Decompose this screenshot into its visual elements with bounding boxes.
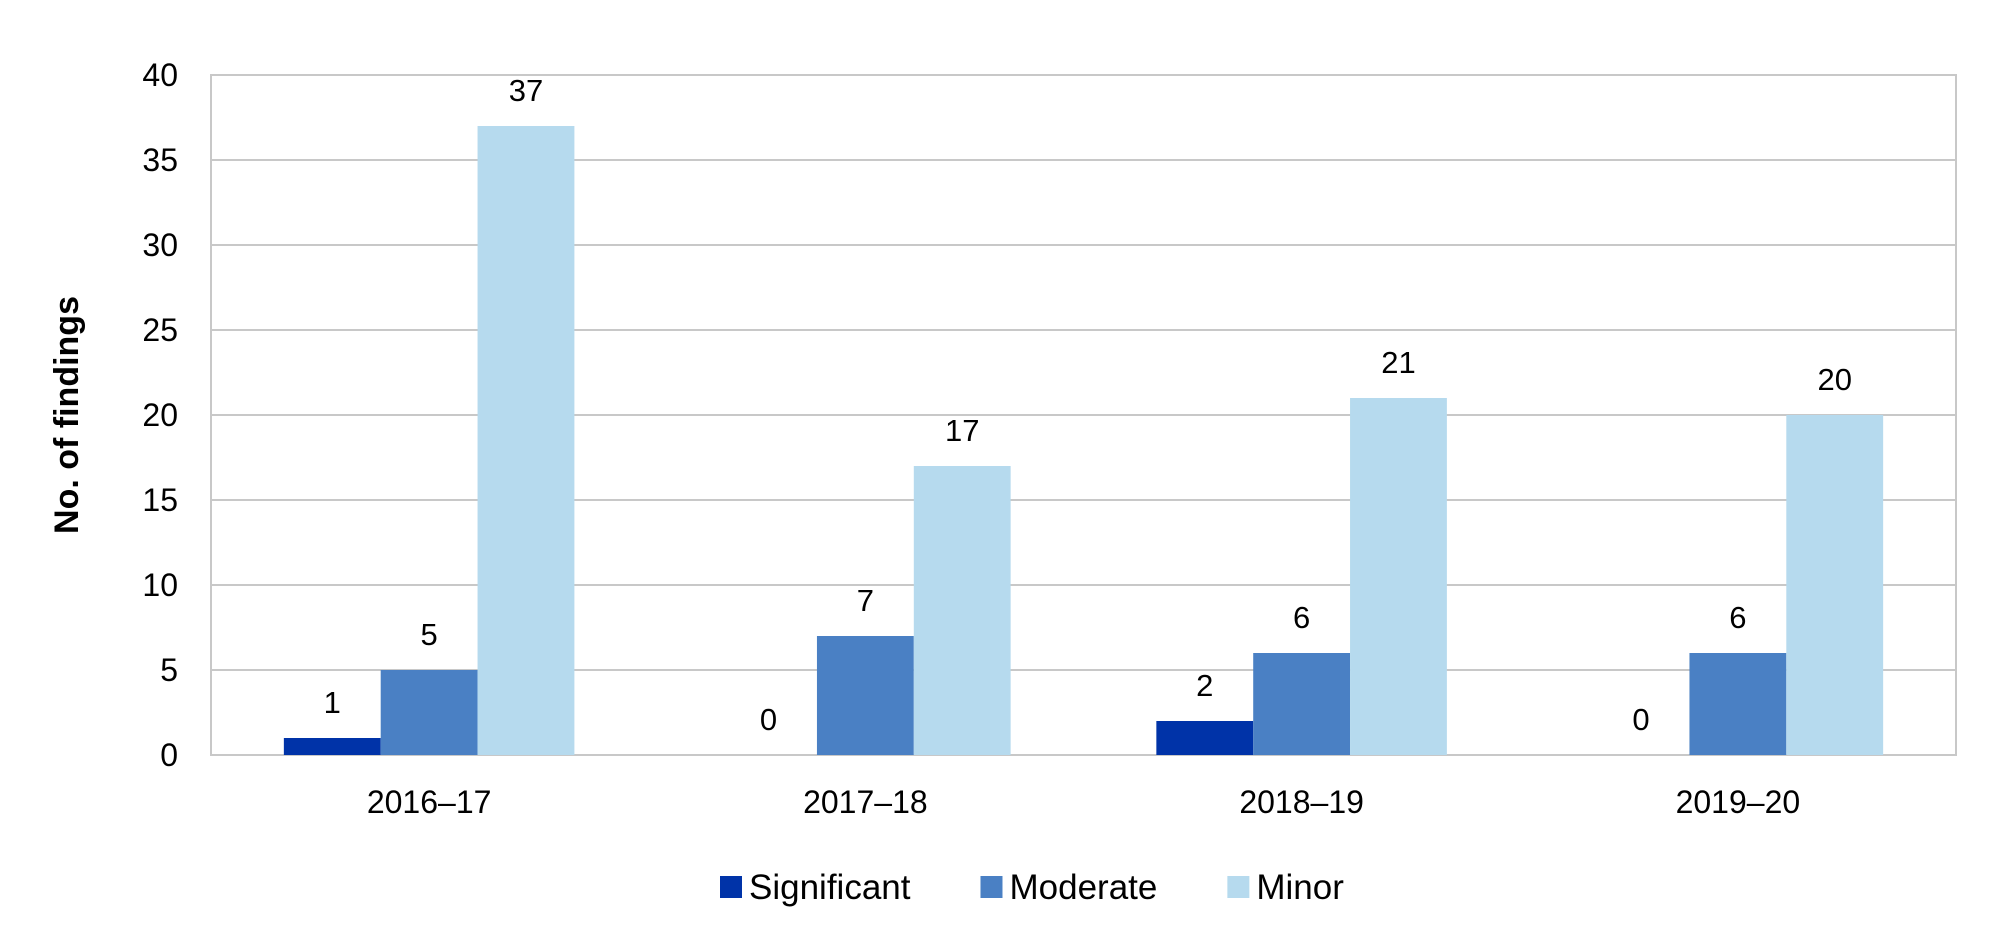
- x-tick-label: 2016–17: [367, 784, 492, 820]
- y-tick-label: 35: [142, 142, 178, 178]
- bar-significant-0: [283, 738, 381, 755]
- legend-label-minor: Minor: [1256, 868, 1344, 907]
- legend-item-significant: Significant: [720, 868, 911, 907]
- data-label-minor-2: 21: [1381, 345, 1415, 380]
- y-tick-label: 25: [142, 312, 178, 348]
- data-label-significant-2: 2: [1196, 668, 1213, 703]
- y-tick-label: 10: [142, 567, 178, 603]
- y-tick-label: 15: [142, 482, 178, 518]
- legend-swatch-significant: [720, 876, 742, 898]
- data-label-moderate-0: 5: [421, 617, 438, 652]
- data-label-minor-3: 20: [1817, 362, 1851, 397]
- data-label-moderate-2: 6: [1293, 600, 1310, 635]
- x-axis-ticks: 2016–17 2017–18 2018–19 2019–20: [367, 784, 1800, 820]
- bar-significant-2: [1156, 721, 1254, 755]
- data-labels: 1 5 37 0 7 17 2 6 21 0 6 20: [324, 73, 1852, 737]
- y-axis-ticks: 0 5 10 15 20 25 30 35 40: [142, 57, 178, 773]
- bar-moderate-2: [1253, 653, 1351, 755]
- bar-moderate-0: [380, 670, 478, 755]
- legend-item-minor: Minor: [1227, 868, 1344, 907]
- legend-item-moderate: Moderate: [980, 868, 1157, 907]
- bar-minor-3: [1786, 415, 1884, 755]
- data-label-minor-1: 17: [945, 413, 979, 448]
- y-tick-label: 40: [142, 57, 178, 93]
- data-label-significant-0: 1: [324, 685, 341, 720]
- data-label-minor-0: 37: [509, 73, 543, 108]
- y-tick-label: 5: [160, 652, 178, 688]
- y-tick-label: 30: [142, 227, 178, 263]
- bar-moderate-3: [1689, 653, 1787, 755]
- x-tick-label: 2019–20: [1676, 784, 1801, 820]
- legend-label-significant: Significant: [749, 868, 911, 907]
- legend-swatch-moderate: [980, 876, 1003, 898]
- legend: Significant Moderate Minor: [720, 868, 1344, 907]
- y-tick-label: 20: [142, 397, 178, 433]
- y-axis-title: No. of findings: [48, 296, 86, 534]
- bar-minor-1: [913, 466, 1011, 755]
- data-label-moderate-3: 6: [1729, 600, 1746, 635]
- data-label-moderate-1: 7: [857, 583, 874, 618]
- x-tick-label: 2017–18: [803, 784, 928, 820]
- x-tick-label: 2018–19: [1239, 784, 1364, 820]
- y-tick-label: 0: [160, 737, 178, 773]
- data-label-significant-3: 0: [1632, 702, 1649, 737]
- bar-minor-2: [1350, 398, 1447, 755]
- legend-label-moderate: Moderate: [1009, 868, 1157, 907]
- bars: [283, 126, 1884, 755]
- bar-minor-0: [477, 126, 575, 755]
- bar-moderate-1: [816, 636, 914, 755]
- plot-area-border: [210, 74, 1957, 756]
- data-label-significant-1: 0: [760, 702, 777, 737]
- legend-swatch-minor: [1227, 876, 1250, 898]
